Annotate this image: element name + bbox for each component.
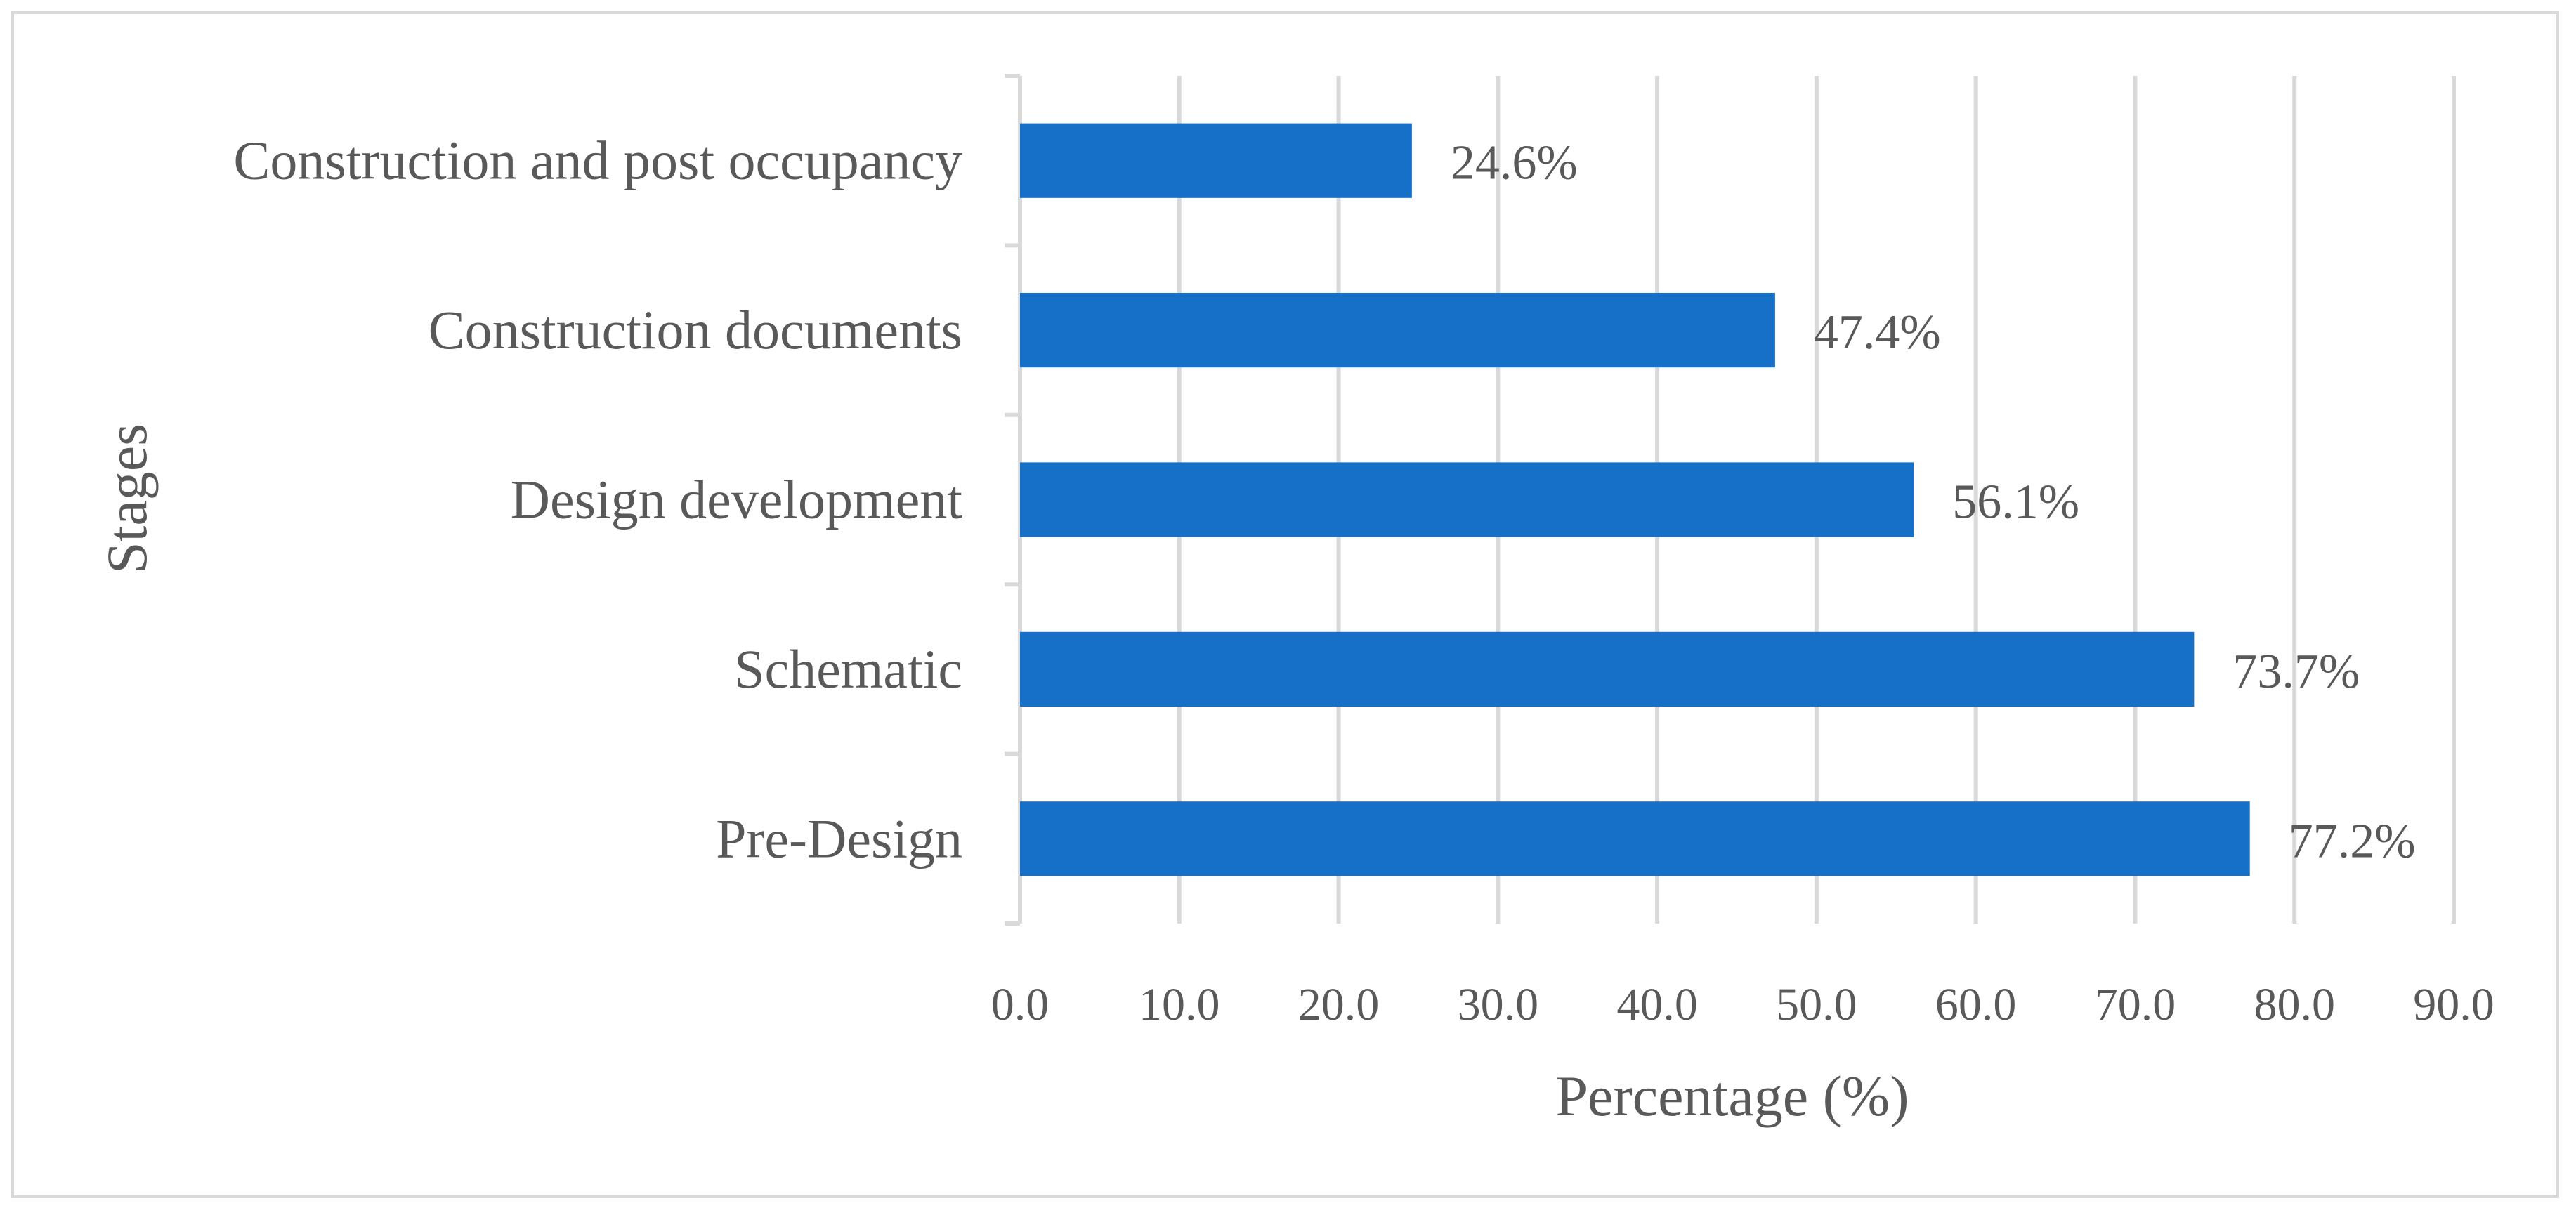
x-tick-label: 30.0	[1458, 979, 1539, 1030]
x-tick-label: 0.0	[991, 979, 1050, 1030]
category-label: Schematic	[734, 638, 962, 700]
bar	[1020, 462, 1914, 537]
bars	[1020, 123, 2250, 876]
data-label: 47.4%	[1814, 306, 1941, 360]
category-label: Construction documents	[429, 299, 962, 360]
data-label: 77.2%	[2289, 814, 2416, 868]
category-label: Pre-Design	[716, 808, 962, 869]
bar	[1020, 123, 1412, 198]
gridlines	[1177, 76, 2456, 924]
x-tick-label: 70.0	[2095, 979, 2176, 1030]
x-tick-label: 60.0	[1935, 979, 2017, 1030]
data-label: 73.7%	[2232, 645, 2360, 699]
bar	[1020, 292, 1775, 368]
x-tick-label: 90.0	[2413, 979, 2495, 1030]
x-tick-label: 50.0	[1776, 979, 1857, 1030]
x-tick-label: 10.0	[1139, 979, 1220, 1030]
labels: 0.0 10.0 20.0 30.0 40.0 50.0 60.0 70.0 80.0 90.0 C…	[233, 130, 2494, 1030]
bar	[1020, 801, 2250, 876]
y-axis-title: Stages	[95, 423, 159, 574]
x-axis-title: Percentage (%)	[1555, 1064, 1909, 1128]
value-axis	[1005, 74, 1022, 926]
bar	[1020, 631, 2195, 707]
category-label: Construction and post occupancy	[233, 130, 962, 191]
x-tick-label: 40.0	[1616, 979, 1698, 1030]
data-label: 56.1%	[1952, 475, 2079, 530]
category-label: Design development	[511, 469, 963, 530]
x-tick-label: 80.0	[2254, 979, 2335, 1030]
x-tick-label: 20.0	[1298, 979, 1380, 1030]
data-label: 24.6%	[1451, 136, 1578, 190]
